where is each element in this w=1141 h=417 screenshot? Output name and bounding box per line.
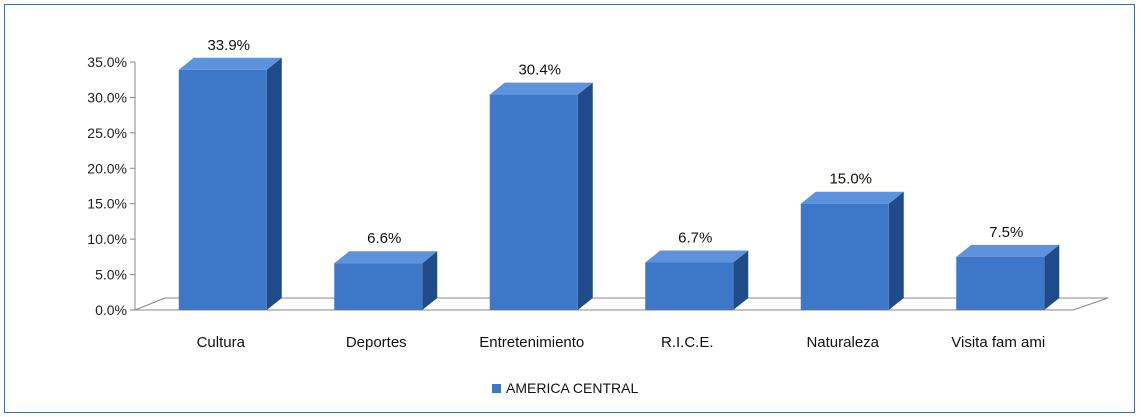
bar-side [888,191,904,310]
data-label: 30.4% [518,62,561,79]
bar [956,244,1060,310]
bar-top [489,82,593,95]
legend-swatch [492,384,501,393]
bar-side [1044,244,1060,310]
bar-front [334,263,423,310]
bar-top [334,251,438,264]
bar [800,191,904,310]
bar-top [178,57,282,70]
bar-front [489,94,578,310]
bar-top [645,250,749,263]
data-label: 33.9% [207,37,250,54]
data-label: 6.6% [367,230,401,247]
bar-front [956,256,1045,310]
bar-front [178,69,267,311]
bar-front [800,203,889,310]
x-tick-label: R.I.C.E. [661,334,714,351]
y-tick-label: 15.0% [87,196,127,212]
x-tick-label: Cultura [197,334,246,351]
y-tick-label: 20.0% [87,160,127,176]
legend-label: AMERICA CENTRAL [506,380,638,396]
y-tick-label: 30.0% [87,89,127,105]
bar [178,57,282,311]
x-tick-label: Naturaleza [806,334,879,351]
y-tick-label: 5.0% [95,267,127,283]
y-tick-label: 25.0% [87,125,127,141]
bar-top [800,191,904,204]
bar-front [645,262,734,310]
bar [489,82,593,310]
bar [334,251,438,310]
data-label: 6.7% [678,230,712,247]
y-tick-label: 35.0% [87,54,127,70]
y-tick-label: 10.0% [87,231,127,247]
bar-top [956,244,1060,257]
x-tick-label: Visita fam ami [951,334,1045,351]
bar-side [422,251,438,310]
bar [645,250,749,310]
bar-side [733,250,749,310]
data-label: 15.0% [829,171,872,188]
x-tick-label: Entretenimiento [479,334,584,351]
y-tick-label: 0.0% [95,302,127,318]
bar-side [266,57,282,311]
bar-side [577,82,593,310]
data-label: 7.5% [989,224,1023,241]
x-tick-label: Deportes [346,334,407,351]
